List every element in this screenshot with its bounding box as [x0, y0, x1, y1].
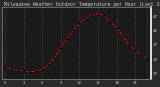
Text: Milwaukee Weather Outdoor Temperature per Hour (Last 24 Hours): Milwaukee Weather Outdoor Temperature pe…	[4, 2, 160, 7]
